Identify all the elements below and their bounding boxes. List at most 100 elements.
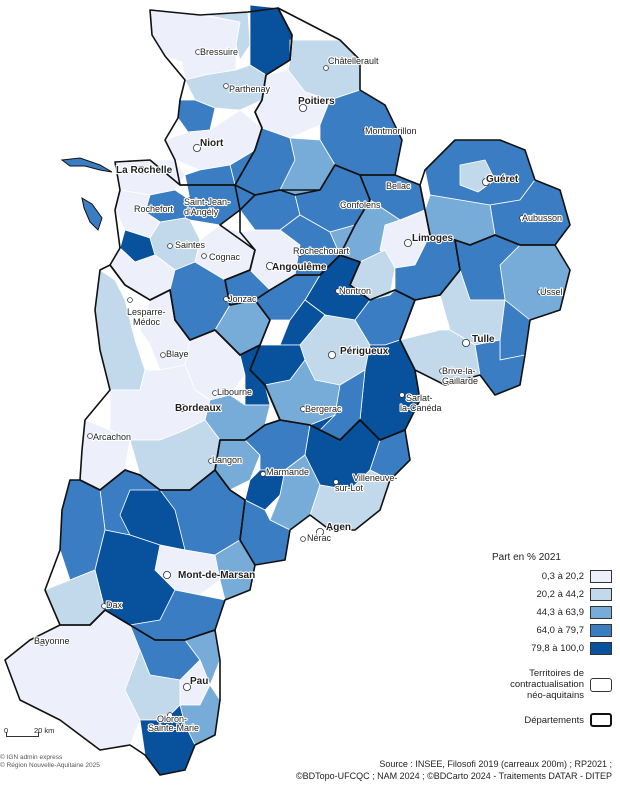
scale-line [6,736,38,737]
city-label: Tulle [472,334,495,345]
territory-polygons [4,4,571,776]
ile-de-re [60,157,113,173]
legend-class-4: 64,0 à 79,7 [492,622,612,638]
legend-territories-line3: néo-aquitains [526,690,584,701]
city-marker [137,206,143,212]
city-label: Oloron- [157,714,187,724]
city-label: Sarlat- [406,393,433,403]
legend-class-5: 79,8 à 100,0 [492,640,612,656]
city-label: Nontron [339,286,371,296]
city-label: Limoges [412,233,454,244]
city-marker [481,177,490,186]
legend-swatch-1 [590,569,612,583]
legend-territories: Territoires de contractualisation néo-aq… [492,668,612,701]
city-label: Châtellerault [328,56,379,66]
scale-zero: 0 [4,726,9,735]
city-label: Bressuire [200,47,238,57]
city-label: Saintes [175,240,206,250]
city-marker [167,712,173,718]
scale-bar: 0 20 km [4,726,84,750]
city-marker [519,215,525,221]
scale-tick-end [38,732,39,737]
city-marker [160,352,166,358]
city-marker [39,640,45,646]
city-marker [339,202,345,208]
city-marker [223,83,229,89]
legend-label-4: 64,0 à 79,7 [536,624,584,636]
city-label: Agen [326,522,351,533]
legend-label-3: 44,3 à 63,9 [536,606,584,618]
city-label: Jonzac [228,294,257,304]
city-label: sur-Lot [335,483,364,493]
source-line-1: Source : INSEE, Filosofi 2019 (carreaux … [379,759,612,769]
city-label: Rochechouart [293,246,350,256]
city-marker [537,289,543,295]
city-marker [136,165,145,174]
city-marker [327,350,336,359]
scale-tick-start [6,732,7,737]
islands [60,157,113,231]
city-marker [335,288,341,294]
city-label: Rochefort [134,204,174,214]
legend-territories-label: Territoires de contractualisation néo-aq… [510,668,584,701]
legend-departments: Départements [492,713,612,727]
source-note: Source : INSEE, Filosofi 2019 (carreaux … [192,758,612,782]
legend-label-1: 0,3 à 20,2 [541,570,584,582]
credit-ign: © IGN admin express [0,754,63,761]
city-marker [162,571,171,580]
legend-class-3: 44,3 à 63,9 [492,604,612,620]
city-label: Bellac [386,181,411,191]
legend-territories-line2: contractualisation [510,679,584,690]
credits: © IGN admin express © Région Nouvelle-Aq… [0,754,100,770]
department-boundaries [4,7,571,776]
territory-maremne [44,569,106,626]
city-label: Bayonne [34,636,70,646]
city-label: Guéret [486,174,519,185]
city-markers: Bressuire Châtellerault Parthenay Poitiers M… [33,46,564,734]
legend-departments-symbol [590,713,612,727]
city-marker [298,104,307,113]
city-marker [223,296,229,302]
city-marker [87,433,93,439]
ile-d-oleron [81,196,103,231]
city-marker [167,243,173,249]
city-marker [403,238,412,247]
credit-region: © Région Nouvelle-Aquitaine 2025 [0,762,100,769]
city-label: Nérac [307,533,332,543]
city-marker [195,49,201,55]
city-marker [260,471,266,477]
city-label: Marmande [266,467,309,477]
legend-title: Part en % 2021 [492,552,561,563]
city-label: Mont-de-Marsan [178,570,255,581]
legend-swatch-2 [590,587,612,601]
city-label: d'Angély [184,207,219,217]
legend-departments-label: Départements [524,714,584,726]
city-label: Médoc [133,317,161,327]
scale-label: 20 km [34,726,55,735]
source-line-2: ©BDTopo-UFCQC ; NAM 2024 ; ©BDCarto 2024… [295,771,612,781]
city-marker [333,479,339,485]
city-marker [439,368,445,374]
territory-loudun [249,4,293,76]
legend-class-2: 20,2 à 44,2 [492,586,612,602]
city-label: Périgueux [340,346,389,357]
city-marker [186,197,192,203]
city-label: Pau [190,676,208,687]
city-marker [178,403,187,412]
city-label: Villeneuve- [353,473,397,483]
city-marker [201,253,207,259]
city-label: Saint-Jean- [184,197,230,207]
legend-class-1: 0,3 à 20,2 [492,568,612,584]
city-marker [363,127,369,133]
city-label: Ussel [540,287,563,297]
city-label: la-Canéda [400,403,442,413]
city-marker [101,603,107,609]
city-label: Blaye [166,349,189,359]
city-label: Montmorillon [365,126,417,136]
city-label: Aubusson [522,213,562,223]
legend-label-2: 20,2 à 44,2 [536,588,584,600]
legend: Part en % 2021 0,3 à 20,2 20,2 à 44,2 44… [492,552,612,727]
city-label: Sainte-Marie [148,723,199,733]
legend-label-5: 79,8 à 100,0 [531,642,584,654]
city-marker [182,683,191,692]
